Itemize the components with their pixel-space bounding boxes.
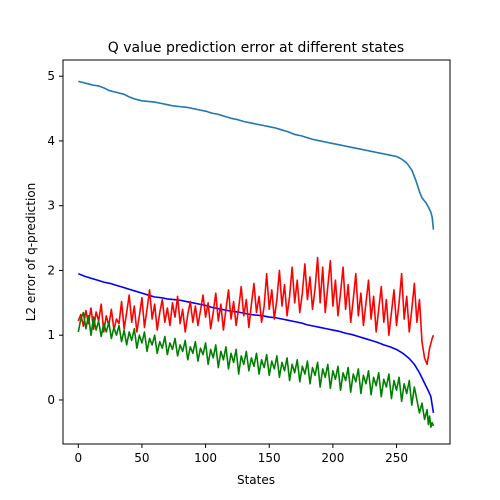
y-axis-ticks: 0 1 2 3 4 5 [47,69,63,407]
x-tick-label: 200 [321,451,344,465]
y-tick-label: 5 [47,69,55,83]
chart-title: Q value prediction error at different st… [108,40,404,56]
y-tick-label: 4 [47,134,55,148]
x-tick-label: 0 [74,451,82,465]
x-axis-label: States [237,473,275,487]
x-tick-label: 250 [385,451,408,465]
y-tick-label: 3 [47,199,55,213]
y-tick-label: 2 [47,263,55,277]
series-line-2 [77,256,435,366]
y-tick-label: 1 [47,328,55,342]
x-tick-label: 50 [134,451,149,465]
series-line-3 [77,311,435,428]
y-tick-label: 0 [47,393,55,407]
plot-frame [62,59,451,445]
x-tick-label: 100 [194,451,217,465]
series-layer [77,80,435,428]
x-tick-label: 150 [258,451,281,465]
series-line-1 [77,272,435,414]
series-line-0 [78,80,435,230]
y-axis-label: L2 error of q-prediction [24,183,38,322]
x-axis-ticks: 0 50 100 150 200 250 [74,444,408,465]
